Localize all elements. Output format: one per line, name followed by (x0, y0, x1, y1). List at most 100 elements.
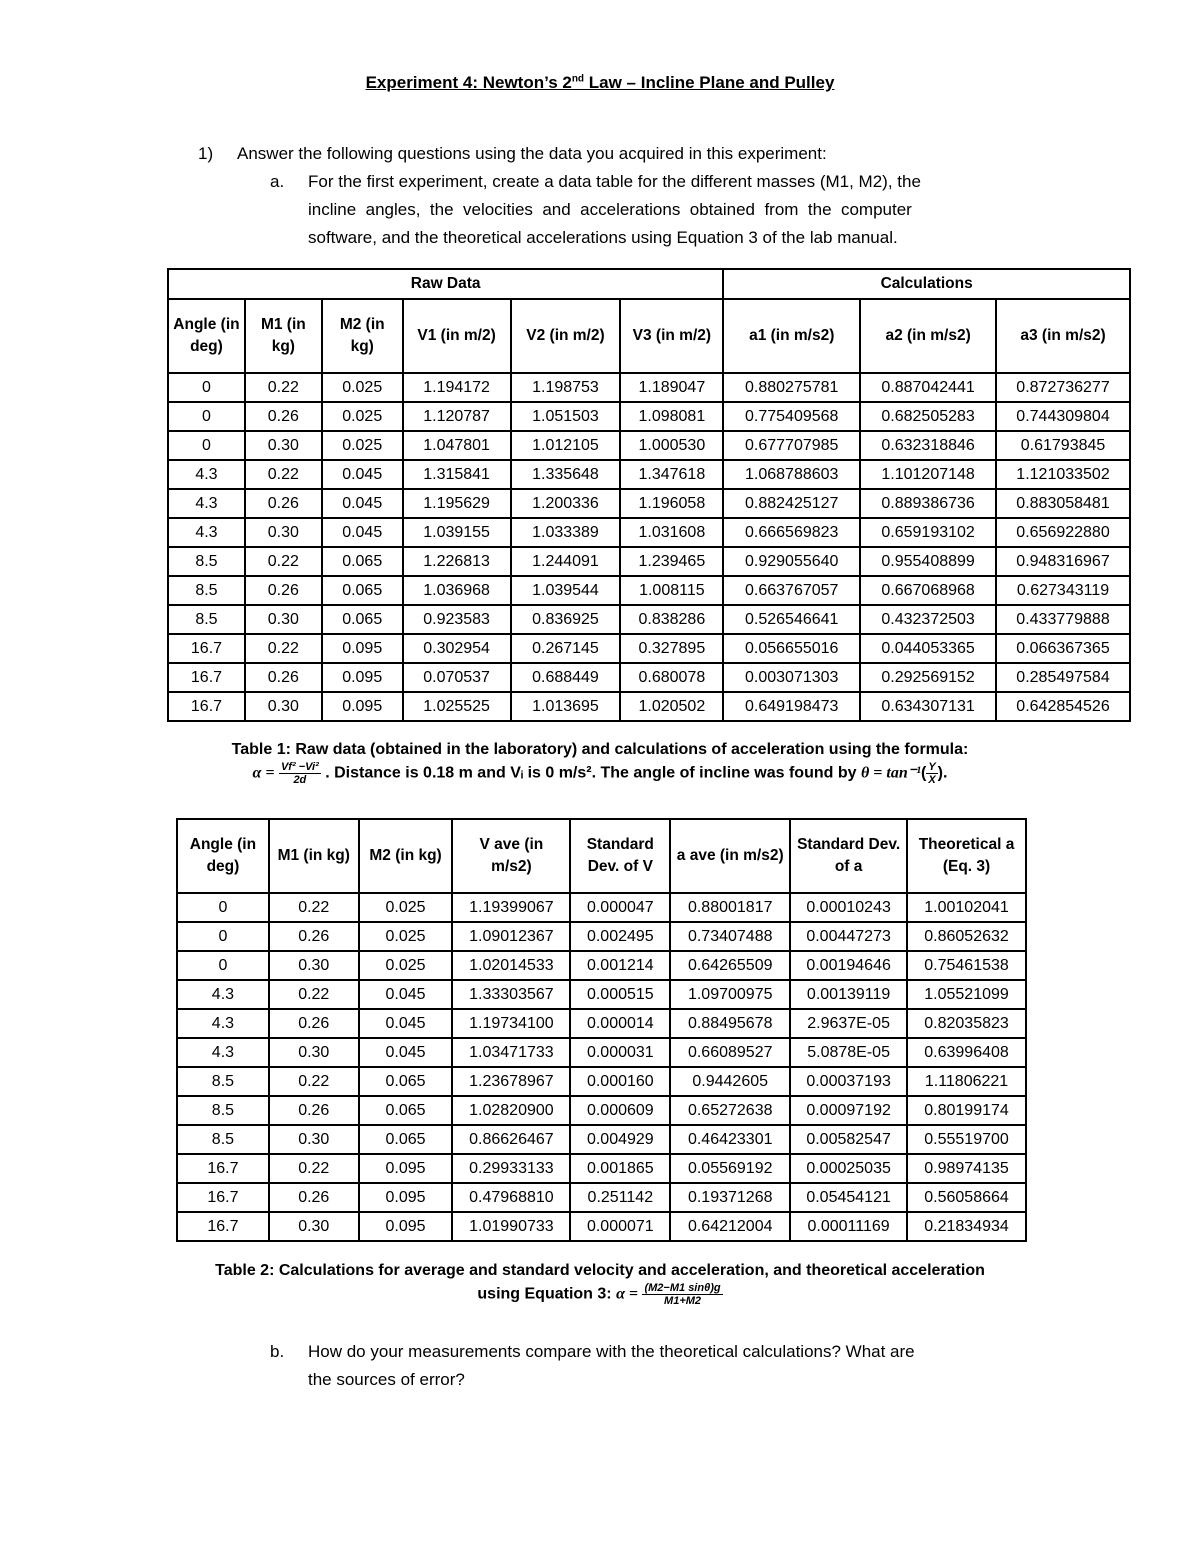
table-cell: 0.19371268 (669, 1182, 792, 1213)
table-cell: 0.025 (357, 950, 454, 981)
table-cell: 0.26 (243, 662, 323, 693)
table-cell: 0.22 (243, 459, 323, 490)
table-cell: 4.3 (167, 459, 246, 490)
table-cell: 0.63996408 (906, 1037, 1027, 1068)
table-cell: 1.23678967 (451, 1066, 572, 1097)
group-header-row: Raw Data Calculations (166, 268, 1131, 300)
table-cell: 1.039155 (401, 517, 512, 548)
table-cell: 16.7 (176, 1211, 270, 1242)
table-row: 0 0.30 0.025 1.047801 1.012105 1.000530 0.6777… (167, 430, 1131, 461)
table-cell: 0 (176, 892, 270, 923)
table-cell: 0.30 (243, 430, 323, 461)
table-cell: 1.198753 (509, 372, 622, 403)
table-cell: 0.86626467 (451, 1124, 572, 1155)
table-cell: 0.98974135 (906, 1153, 1027, 1184)
table-cell: 0.070537 (401, 662, 512, 693)
table-cell: 16.7 (167, 691, 246, 722)
column-header: a ave (in m/s2) (669, 818, 792, 894)
table-cell: 0.045 (357, 1037, 454, 1068)
column-header: a1 (in m/s2) (722, 298, 862, 374)
column-header: V ave (in m/s2) (451, 818, 572, 894)
table-cell: 0.095 (357, 1182, 454, 1213)
table-cell: 0.433779888 (995, 604, 1131, 635)
header-row: Angle (in deg) M1 (in kg) M2 (in kg) V1 (in… (167, 298, 1131, 374)
table-row: 0 0.22 0.025 1.19399067 0.000047 0.88001817 0.… (176, 892, 1027, 923)
column-header: V3 (in m/2) (619, 298, 725, 374)
table-row: 4.3 0.26 0.045 1.195629 1.200336 1.196058 0.88… (167, 488, 1131, 519)
table-cell: 0.836925 (509, 604, 622, 635)
group-header-raw-data: Raw Data (166, 268, 725, 300)
table-cell: 1.098081 (619, 401, 725, 432)
column-header: V2 (in m/2) (509, 298, 622, 374)
table-cell: 4.3 (176, 979, 270, 1010)
table-row: 4.3 0.22 0.045 1.33303567 0.000515 1.09700975… (176, 979, 1027, 1010)
table-cell: 0 (167, 372, 246, 403)
table-cell: 0.955408899 (859, 546, 998, 577)
question-b-text: How do your measurements compare with th… (308, 1342, 915, 1389)
table-cell: 4.3 (167, 488, 246, 519)
table-cell: 1.025525 (401, 691, 512, 722)
table-cell: 1.02820900 (451, 1095, 572, 1126)
table-cell: 0.30 (267, 950, 360, 981)
table-cell: 1.09700975 (669, 979, 792, 1010)
equation-3: (M2−M1 sinθ)g M1+M2 (642, 1282, 723, 1307)
table-cell: 0.882425127 (722, 488, 862, 519)
table-cell: 0.75461538 (906, 950, 1027, 981)
table-cell: 0.267145 (509, 633, 622, 664)
table-cell: 0.73407488 (669, 921, 792, 952)
table-cell: 0.22 (267, 892, 360, 923)
table-cell: 0.00037193 (789, 1066, 909, 1097)
column-header: M2 (in kg) (320, 298, 404, 374)
table-cell: 0.86052632 (906, 921, 1027, 952)
table-cell: 0.872736277 (995, 372, 1131, 403)
table-cell: 0.663767057 (722, 575, 862, 606)
table-cell: 0 (167, 401, 246, 432)
table-cell: 0.05454121 (789, 1182, 909, 1213)
table-cell: 0.929055640 (722, 546, 862, 577)
table-cell: 1.031608 (619, 517, 725, 548)
table-cell: 16.7 (167, 662, 246, 693)
column-header: Standard Dev. of V (569, 818, 672, 894)
table-cell: 1.121033502 (995, 459, 1131, 490)
table-cell: 0.065 (357, 1066, 454, 1097)
table-cell: 0.627343119 (995, 575, 1131, 606)
table-cell: 0.000014 (569, 1008, 672, 1039)
table-row: 16.7 0.22 0.095 0.29933133 0.001865 0.0556919… (176, 1153, 1027, 1184)
table-cell: 0.045 (320, 459, 404, 490)
table-row: 8.5 0.22 0.065 1.226813 1.244091 1.239465 0.92… (167, 546, 1131, 577)
table-cell: 8.5 (176, 1124, 270, 1155)
table-cell: 0.00447273 (789, 921, 909, 952)
table-row: 0 0.26 0.025 1.120787 1.051503 1.098081 0.7754… (167, 401, 1131, 432)
column-header: M1 (in kg) (267, 818, 360, 894)
table-cell: 0.025 (357, 921, 454, 952)
table-cell: 0.003071303 (722, 662, 862, 693)
acceleration-formula: Vf² −Vi² 2d (278, 761, 321, 786)
table-cell: 0.55519700 (906, 1124, 1027, 1155)
table-cell: 1.00102041 (906, 892, 1027, 923)
table-cell: 0.88001817 (669, 892, 792, 923)
table-cell: 1.01990733 (451, 1211, 572, 1242)
table-cell: 1.244091 (509, 546, 622, 577)
table-cell: 1.02014533 (451, 950, 572, 981)
table-cell: 0.666569823 (722, 517, 862, 548)
table-cell: 0.000031 (569, 1037, 672, 1068)
table-cell: 8.5 (176, 1095, 270, 1126)
table-row: 8.5 0.26 0.065 1.036968 1.039544 1.008115 0.66… (167, 575, 1131, 606)
table-cell: 1.000530 (619, 430, 725, 461)
table-cell: 1.195629 (401, 488, 512, 519)
table-cell: 1.008115 (619, 575, 725, 606)
table-cell: 0.251142 (569, 1182, 672, 1213)
table-cell: 0.26 (267, 1008, 360, 1039)
table-cell: 1.189047 (619, 372, 725, 403)
table-row: 4.3 0.22 0.045 1.315841 1.335648 1.347618 1.06… (167, 459, 1131, 490)
table-cell: 0.56058664 (906, 1182, 1027, 1213)
header-row: Angle (in deg) M1 (in kg) M2 (in kg) V ave … (176, 818, 1027, 894)
table-cell: 0.88495678 (669, 1008, 792, 1039)
column-header: a3 (in m/s2) (995, 298, 1131, 374)
table-cell: 0.095 (320, 691, 404, 722)
table-cell: 1.315841 (401, 459, 512, 490)
table-cell: 0.025 (320, 430, 404, 461)
table-cell: 0.21834934 (906, 1211, 1027, 1242)
table-cell: 0.26 (243, 575, 323, 606)
table-cell: 0.744309804 (995, 401, 1131, 432)
